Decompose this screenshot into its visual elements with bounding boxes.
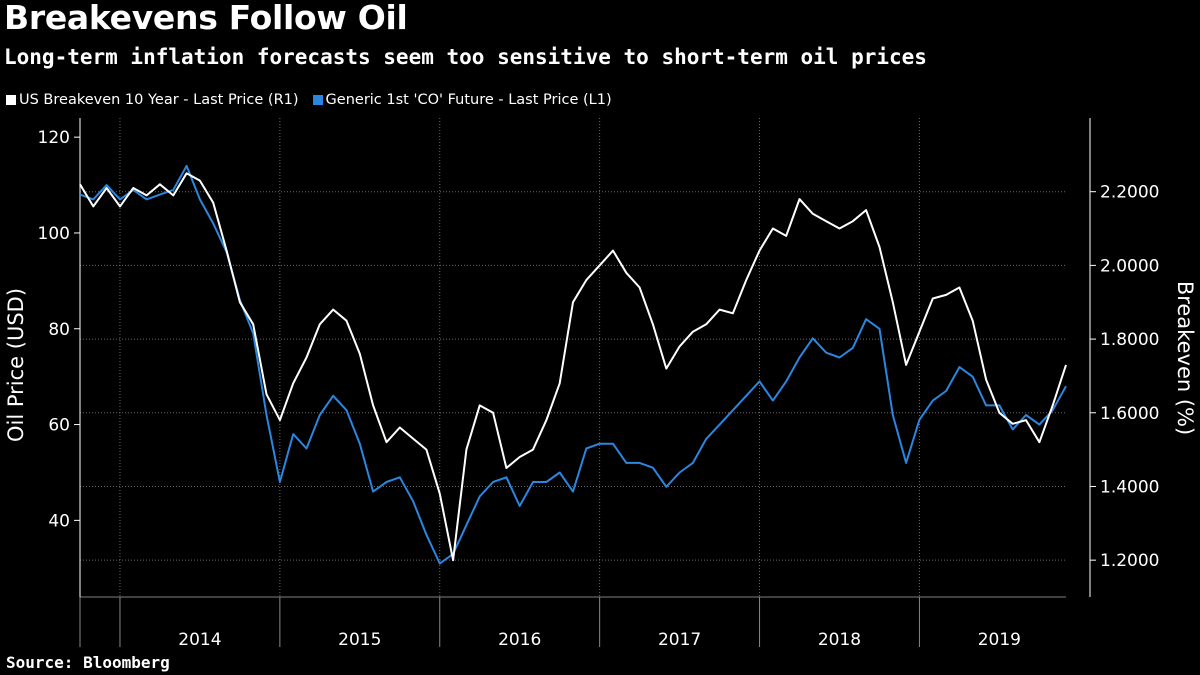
x-tick-label-2019: 2019 — [978, 630, 1021, 650]
y-right-tick-label-5: 2.2000 — [1100, 183, 1159, 203]
x-tick-label-2014: 2014 — [178, 630, 221, 650]
y-axis-left-title: Oil Price (USD) — [4, 288, 28, 442]
legend-item-breakeven: US Breakeven 10 Year - Last Price (R1) — [6, 92, 299, 108]
y-right-tick-label-3: 1.8000 — [1100, 330, 1159, 350]
y-right-tick-label-4: 2.0000 — [1100, 256, 1159, 276]
legend-label-breakeven: US Breakeven 10 Year - Last Price (R1) — [19, 92, 299, 108]
chart-subtitle: Long-term inflation forecasts seem too s… — [4, 45, 927, 69]
legend-item-oil: Generic 1st 'CO' Future - Last Price (L1… — [312, 92, 612, 108]
x-tick-label-2016: 2016 — [498, 630, 541, 650]
series-line-oil — [79, 164, 1067, 565]
source-note: Source: Bloomberg — [6, 653, 170, 672]
legend-swatch-oil — [312, 95, 323, 105]
y-right-tick-label-1: 1.4000 — [1100, 477, 1159, 497]
series-lines — [79, 164, 1067, 565]
legend-swatch-breakeven — [6, 95, 16, 105]
grid — [80, 118, 1066, 597]
y-left-tick-label-4: 120 — [38, 128, 70, 148]
y-left-tick-label-0: 40 — [48, 511, 70, 531]
x-tick-label-2015: 2015 — [338, 630, 381, 650]
y-axis-right-title: Breakeven (%) — [1173, 281, 1197, 435]
series-line-breakeven — [79, 172, 1067, 562]
y-left-tick-label-2: 80 — [48, 320, 70, 340]
legend: US Breakeven 10 Year - Last Price (R1) G… — [6, 92, 626, 108]
y-left-tick-label-3: 100 — [38, 224, 70, 244]
y-right-tick-label-2: 1.6000 — [1100, 404, 1159, 424]
chart-title: Breakevens Follow Oil — [4, 0, 408, 37]
y-right-tick-label-0: 1.2000 — [1100, 551, 1159, 571]
legend-label-oil: Generic 1st 'CO' Future - Last Price (L1… — [325, 92, 612, 108]
y-left-tick-label-1: 60 — [48, 416, 70, 436]
x-tick-label-2018: 2018 — [818, 630, 861, 650]
axes: 40 60 80 100 120 1.2000 1.4000 1.6000 1.8000 2.00… — [38, 118, 1159, 650]
x-tick-label-2017: 2017 — [658, 630, 701, 650]
